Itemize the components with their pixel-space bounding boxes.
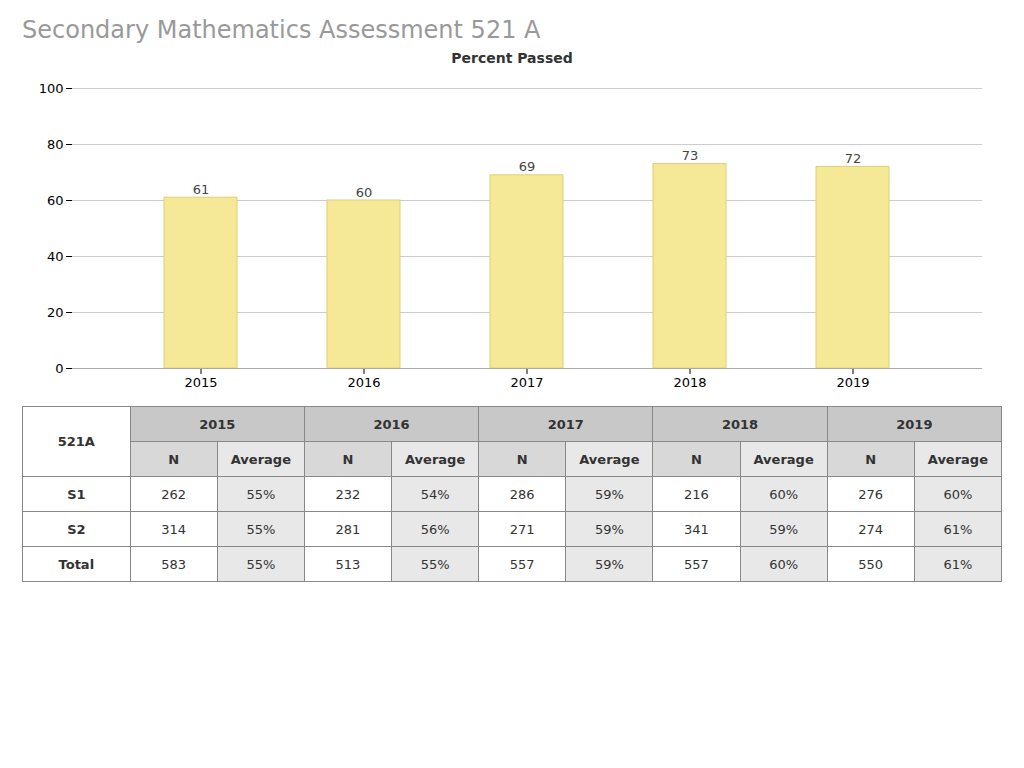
html-text:55%: 55%: [246, 486, 276, 502]
svg-text:2018: 2018: [673, 375, 706, 390]
html-text:286: 286: [509, 486, 535, 502]
svg-text:80: 80: [47, 137, 64, 152]
html-text:59%: 59%: [594, 521, 624, 537]
html-text:281: 281: [335, 521, 361, 537]
html-text:N: N: [516, 451, 528, 467]
html-text:314: 314: [161, 521, 187, 537]
html-text:61%: 61%: [943, 521, 973, 537]
html-text:2015: 2015: [199, 416, 236, 432]
html-text:274: 274: [858, 521, 884, 537]
html-text:N: N: [168, 451, 180, 467]
html-text:583: 583: [161, 556, 187, 572]
svg-text:2017: 2017: [510, 375, 543, 390]
html-text:55%: 55%: [246, 556, 276, 572]
html-text:59%: 59%: [594, 556, 624, 572]
html-text:54%: 54%: [420, 486, 450, 502]
html-text:S2: S2: [67, 521, 86, 537]
html-text:Average: Average: [579, 451, 640, 467]
svg-text:20: 20: [47, 305, 64, 320]
html-text:2016: 2016: [373, 416, 410, 432]
html-text:60%: 60%: [769, 556, 799, 572]
html-text:521A: 521A: [57, 434, 95, 449]
svg-text:40: 40: [47, 249, 64, 264]
svg-text:69: 69: [519, 159, 536, 174]
html-text:60%: 60%: [943, 486, 973, 502]
svg-text:60: 60: [47, 193, 64, 208]
html-text:60%: 60%: [769, 486, 799, 502]
svg-text:60: 60: [356, 185, 373, 200]
html-text:513: 513: [335, 556, 361, 572]
html-text:557: 557: [684, 556, 709, 572]
html-text:N: N: [691, 451, 702, 467]
svg-text:2015: 2015: [184, 375, 217, 390]
html-text:Total: Total: [58, 556, 95, 572]
html-text:S1: S1: [67, 486, 86, 502]
svg-text:61: 61: [193, 182, 210, 197]
html-text:N: N: [865, 451, 877, 467]
html-text:Average: Average: [753, 451, 814, 467]
svg-text:2016: 2016: [347, 375, 380, 390]
html-text:Percent Passed: Percent Passed: [451, 50, 573, 66]
html-text:341: 341: [684, 521, 709, 537]
html-text:Average: Average: [405, 451, 466, 467]
svg-text:73: 73: [682, 148, 699, 163]
html-text:216: 216: [684, 486, 709, 502]
html-text:59%: 59%: [769, 521, 799, 537]
html-text:Average: Average: [230, 451, 291, 467]
html-text:2018: 2018: [722, 416, 759, 432]
html-text:262: 262: [161, 486, 187, 502]
html-text:557: 557: [509, 556, 535, 572]
html-text:55%: 55%: [246, 521, 276, 537]
html-text:56%: 56%: [420, 521, 450, 537]
html-text:59%: 59%: [594, 486, 624, 502]
html-text:N: N: [342, 451, 354, 467]
html-text:232: 232: [335, 486, 361, 502]
svg-text:2019: 2019: [836, 375, 869, 390]
html-text:Secondary Mathematics Assessme: Secondary Mathematics Assessment 521 A: [22, 16, 541, 44]
html-text:55%: 55%: [420, 556, 450, 572]
svg-text:100: 100: [39, 81, 64, 96]
html-text:276: 276: [858, 486, 884, 502]
html-text:61%: 61%: [943, 556, 973, 572]
html-text:2017: 2017: [547, 416, 584, 432]
svg-text:0: 0: [55, 361, 63, 376]
html-text:550: 550: [858, 556, 884, 572]
svg-text:72: 72: [845, 151, 862, 166]
html-text:2019: 2019: [896, 416, 933, 432]
html-text:271: 271: [509, 521, 535, 537]
html-text:Average: Average: [927, 451, 988, 467]
